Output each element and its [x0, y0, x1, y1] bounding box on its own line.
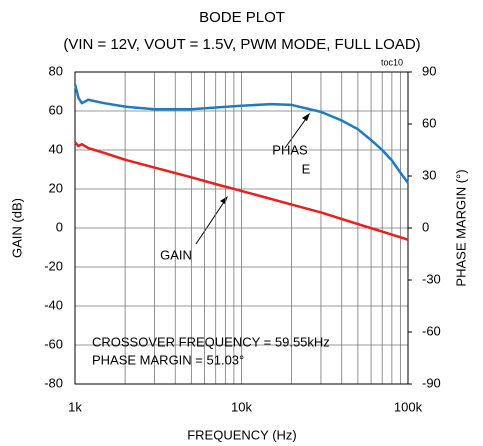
- phase-arrowhead: [302, 113, 310, 121]
- series-line: [73, 83, 410, 184]
- x-tick-label: 1k: [68, 399, 82, 414]
- y2-tick-label: -60: [422, 323, 441, 338]
- plot-frame: [74, 71, 409, 385]
- y-tick-label: 0: [56, 219, 63, 234]
- y2-tick-label: 60: [422, 115, 436, 130]
- gain-arrowhead: [220, 196, 228, 204]
- y2-tick-label: -90: [422, 375, 441, 390]
- y2-tick-label: 30: [422, 167, 436, 182]
- annotation: E: [302, 161, 311, 176]
- y2-axis-label: PHASE MARGIN (°): [453, 169, 468, 286]
- annotation: toc10: [381, 57, 403, 67]
- x-tick-label: 10k: [231, 399, 252, 414]
- annotation: PHASE MARGIN = 51.03°: [92, 352, 244, 367]
- x-axis-label: FREQUENCY (Hz): [187, 427, 297, 442]
- chart-subtitle: (VIN = 12V, VOUT = 1.5V, PWM MODE, FULL …: [63, 36, 420, 53]
- annotation: PHAS: [272, 142, 308, 157]
- y-tick-label: 80: [49, 63, 63, 78]
- y2-tick-label: 90: [422, 63, 436, 78]
- annotation: GAIN: [160, 247, 192, 262]
- phase-arrow: [284, 115, 309, 149]
- y-tick-label: 20: [49, 180, 63, 195]
- y-tick-label: -60: [44, 336, 63, 351]
- y-tick-label: 60: [49, 102, 63, 117]
- gain-arrow: [195, 198, 227, 245]
- y-axis-label: GAIN (dB): [9, 198, 24, 258]
- y-tick-label: -40: [44, 297, 63, 312]
- y-tick-label: -80: [44, 375, 63, 390]
- y-tick-label: 40: [49, 141, 63, 156]
- y2-tick-label: -30: [422, 271, 441, 286]
- x-tick-label: 100k: [394, 399, 423, 414]
- series-line: [74, 141, 409, 241]
- y2-tick-label: 0: [422, 219, 429, 234]
- chart-title: BODE PLOT: [199, 9, 285, 26]
- annotation: CROSSOVER FREQUENCY = 59.55kHz: [92, 334, 330, 349]
- y-tick-label: -20: [44, 258, 63, 273]
